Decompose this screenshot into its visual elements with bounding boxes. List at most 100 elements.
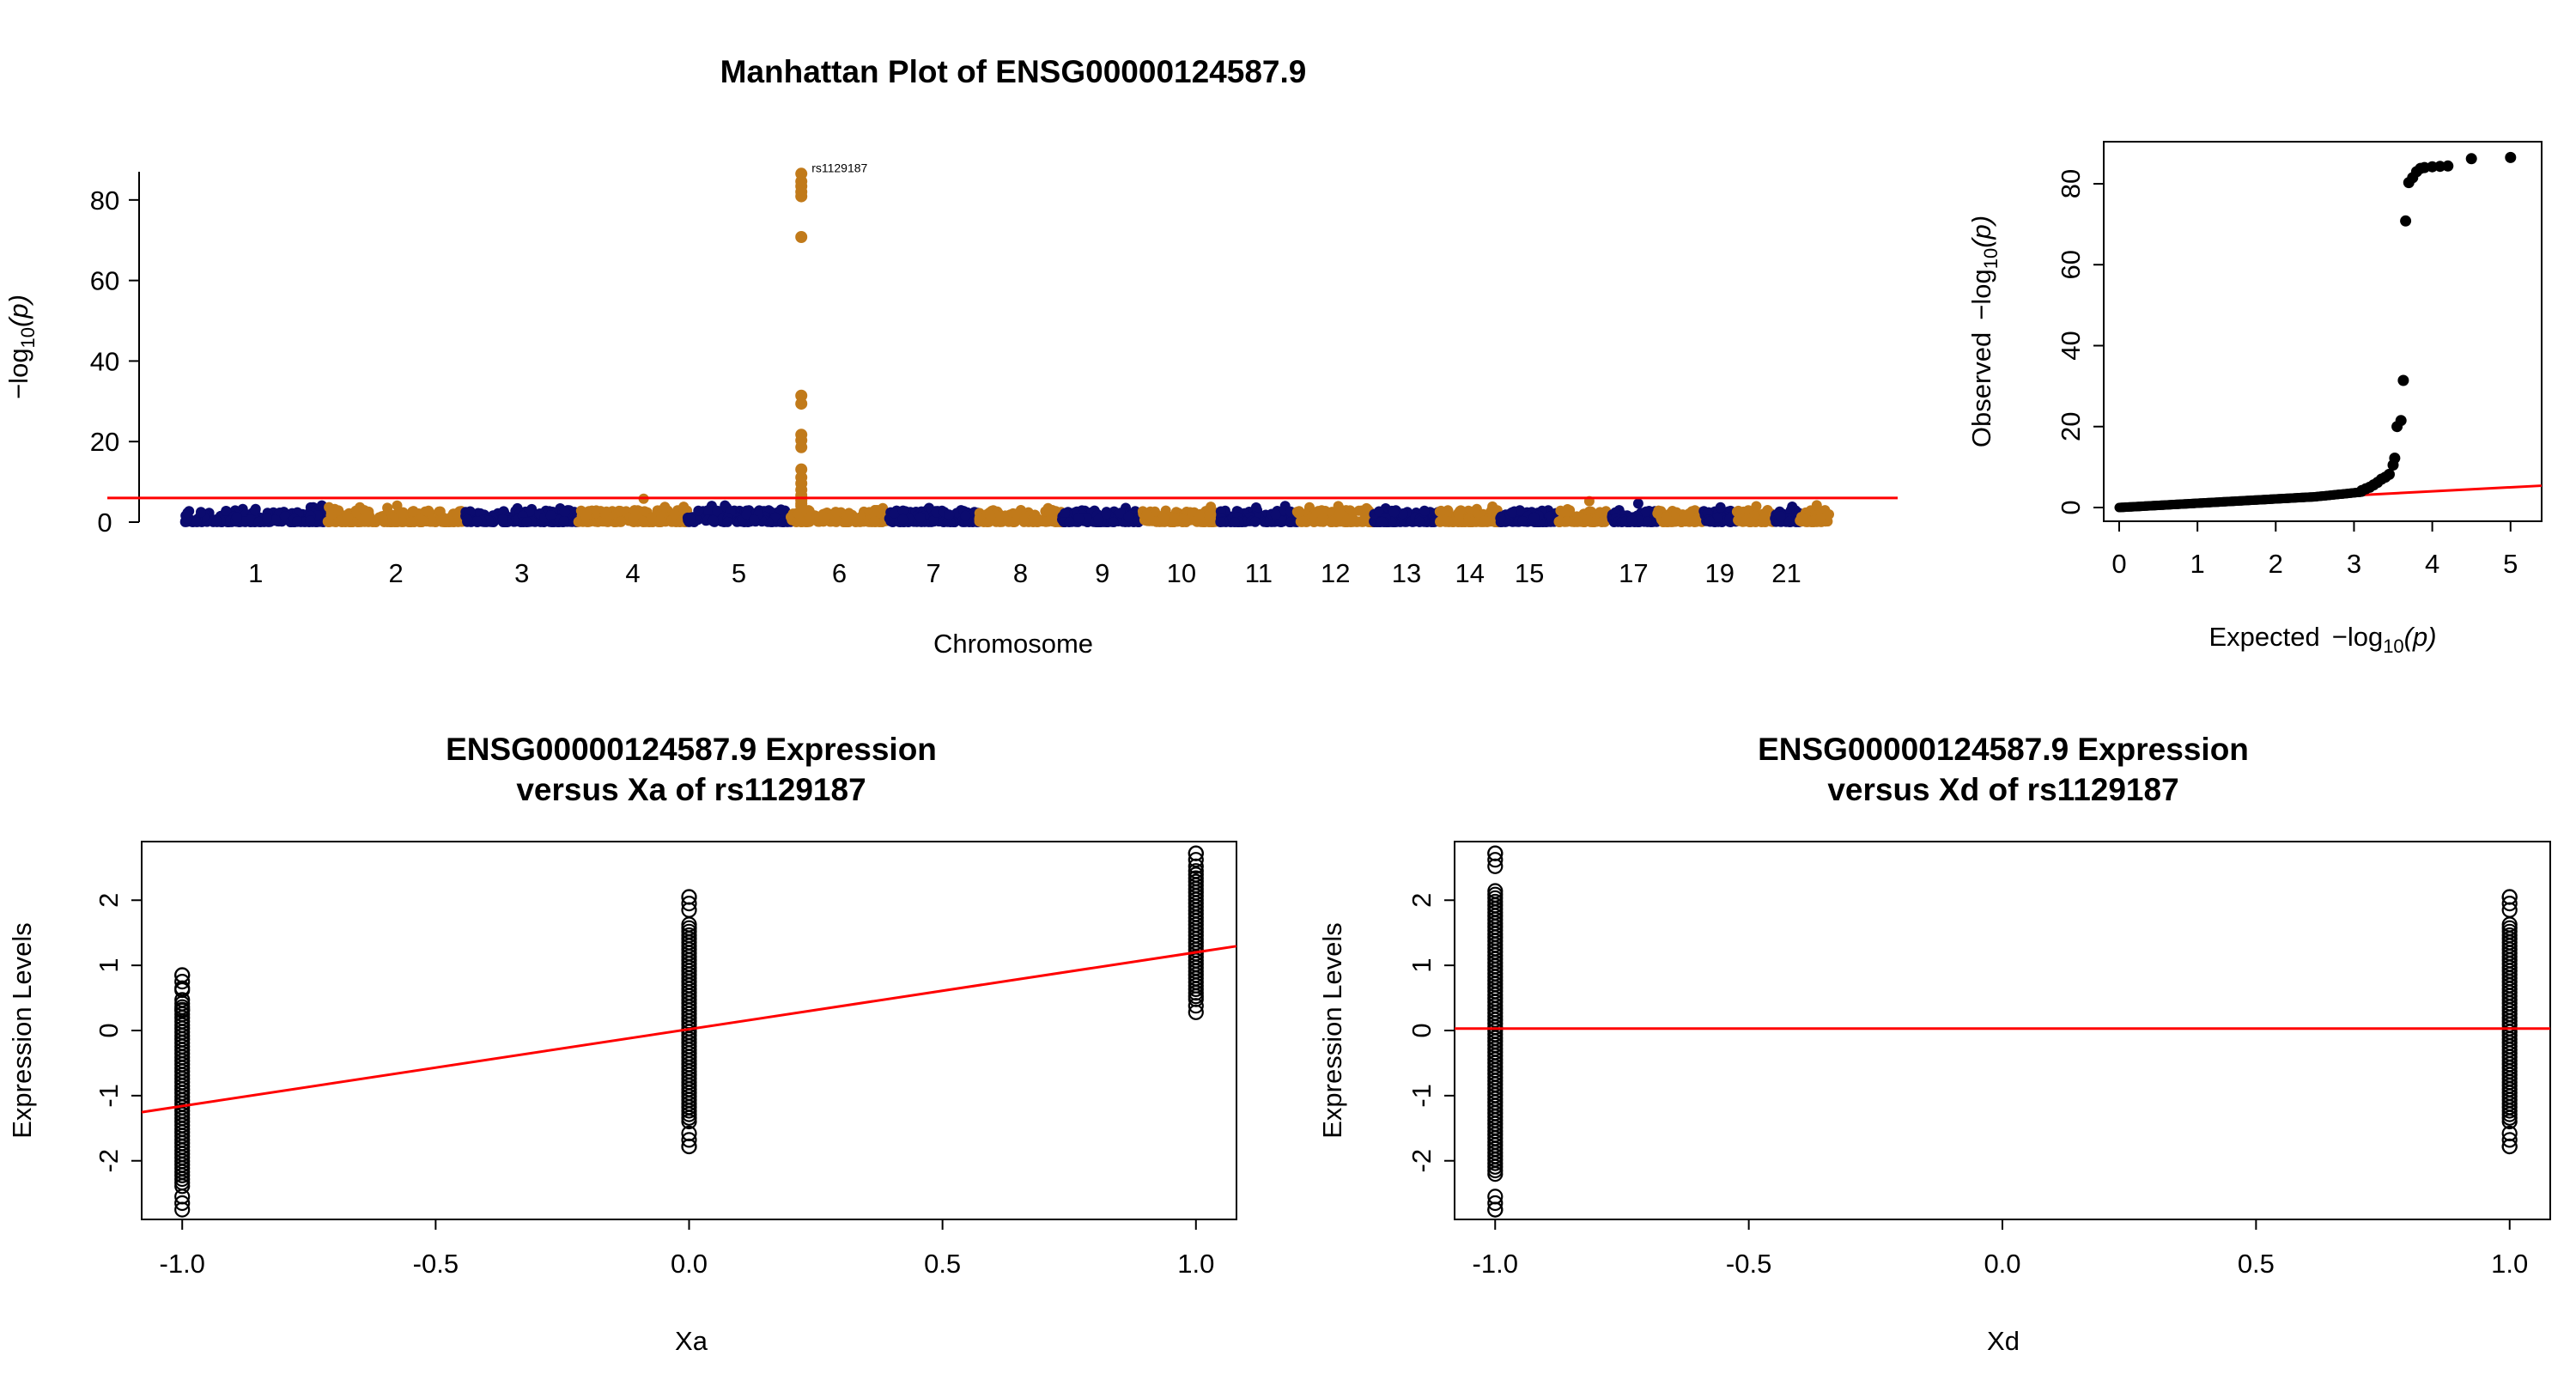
manhattan-point bbox=[1285, 517, 1297, 527]
manhattan-point bbox=[1689, 515, 1700, 526]
manhattan-point bbox=[1506, 507, 1517, 518]
xa-x-tick-label: -0.5 bbox=[413, 1249, 459, 1279]
manhattan-point bbox=[1684, 508, 1695, 519]
manhattan-point bbox=[1181, 517, 1192, 527]
manhattan-point bbox=[408, 506, 419, 517]
manhattan-point bbox=[1060, 508, 1071, 519]
manhattan-point bbox=[253, 516, 264, 527]
manhattan-point bbox=[231, 512, 242, 523]
manhattan-point bbox=[1815, 513, 1826, 524]
xa-x-label: Xa bbox=[675, 1326, 708, 1356]
manhattan-point bbox=[1746, 517, 1756, 527]
manhattan-point bbox=[1463, 505, 1474, 516]
manhattan-point bbox=[1168, 516, 1179, 527]
xd-point bbox=[1487, 852, 1504, 868]
qq-x-tick-label: 0 bbox=[2111, 549, 2126, 579]
manhattan-point bbox=[602, 516, 613, 527]
manhattan-point bbox=[397, 507, 408, 518]
manhattan-point bbox=[1081, 513, 1092, 524]
xa-regression-line bbox=[141, 945, 1237, 1114]
manhattan-point bbox=[1293, 508, 1304, 519]
qq-point bbox=[2389, 453, 2401, 464]
qq-x-ticks: 0 1 2 3 4 5 bbox=[2111, 521, 2518, 579]
manhattan-point bbox=[669, 508, 680, 520]
manhattan-point bbox=[250, 505, 261, 516]
xa-x-ticks: -1.0 -0.5 0.0 0.5 1.0 bbox=[160, 1219, 1214, 1279]
manhattan-point bbox=[1064, 517, 1075, 527]
manhattan-point bbox=[1724, 514, 1735, 525]
qq-y-tick-label: 60 bbox=[2056, 250, 2086, 279]
manhattan-point bbox=[434, 506, 446, 517]
manhattan-point bbox=[1414, 516, 1425, 527]
xa-x-tick-label: 0.0 bbox=[671, 1249, 708, 1279]
manhattan-point bbox=[1150, 506, 1160, 517]
manhattan-x-tick-label: 15 bbox=[1515, 558, 1544, 588]
xa-point bbox=[681, 895, 697, 912]
xa-point bbox=[174, 973, 191, 990]
manhattan-point bbox=[1206, 502, 1217, 513]
qq-point bbox=[2442, 160, 2454, 172]
manhattan-point bbox=[1583, 514, 1594, 526]
manhattan-x-tick-labels: 1 2 3 4 5 6 7 8 9 10 11 12 13 14 15 17 19 21 bbox=[248, 558, 1801, 588]
manhattan-point bbox=[221, 506, 232, 516]
manhattan-point bbox=[1652, 508, 1663, 519]
manhattan-point bbox=[960, 510, 971, 521]
manhattan-point bbox=[1515, 505, 1525, 516]
qq-x-tick-label: 3 bbox=[2347, 549, 2361, 579]
xa-y-tick-label: -2 bbox=[94, 1149, 124, 1173]
manhattan-point bbox=[342, 512, 353, 523]
xd-x-tick-label: -0.5 bbox=[1726, 1249, 1771, 1279]
manhattan-x-tick-label: 2 bbox=[389, 558, 404, 588]
manhattan-point bbox=[1115, 508, 1126, 519]
manhattan-point bbox=[1555, 505, 1566, 516]
manhattan-point bbox=[405, 517, 416, 527]
manhattan-point bbox=[914, 512, 926, 523]
manhattan-x-tick-label: 8 bbox=[1013, 558, 1028, 588]
manhattan-point bbox=[451, 508, 462, 520]
manhattan-point bbox=[678, 502, 690, 513]
manhattan-point bbox=[693, 505, 704, 516]
manhattan-point bbox=[869, 516, 880, 527]
manhattan-point bbox=[702, 505, 714, 516]
manhattan-point bbox=[196, 507, 206, 518]
manhattan-point bbox=[351, 507, 362, 518]
manhattan-point bbox=[1751, 501, 1762, 512]
xd-x-label: Xd bbox=[1987, 1326, 2020, 1356]
qq-point bbox=[2400, 215, 2412, 227]
manhattan-point bbox=[830, 507, 841, 518]
manhattan-point bbox=[497, 514, 508, 525]
xa-y-label: Expression Levels bbox=[7, 922, 37, 1139]
manhattan-point bbox=[1561, 516, 1572, 527]
manhattan-point bbox=[417, 515, 428, 526]
manhattan-x-tick-label: 3 bbox=[514, 558, 529, 588]
manhattan-point bbox=[1215, 517, 1226, 527]
manhattan-point bbox=[1784, 516, 1795, 526]
manhattan-point bbox=[1597, 516, 1608, 527]
manhattan-point bbox=[483, 515, 495, 526]
manhattan-y-label: −log10(p) bbox=[3, 295, 39, 399]
xa-point bbox=[1188, 991, 1204, 1007]
manhattan-point bbox=[397, 516, 408, 527]
manhattan-point bbox=[1467, 517, 1478, 527]
manhattan-point bbox=[1715, 502, 1726, 513]
manhattan-point bbox=[262, 513, 272, 524]
xd-point bbox=[1487, 1195, 1504, 1212]
xd-points bbox=[1487, 845, 2518, 1218]
manhattan-x-tick-label: 5 bbox=[732, 558, 746, 588]
xa-point bbox=[174, 982, 191, 999]
manhattan-point bbox=[897, 514, 908, 525]
xa-scatter-plot: ENSG00000124587.9 Expression versus Xa o… bbox=[7, 732, 1237, 1356]
manhattan-point bbox=[841, 517, 851, 527]
qq-x-tick-label: 1 bbox=[2190, 549, 2205, 579]
manhattan-point bbox=[722, 516, 733, 527]
manhattan-point bbox=[591, 505, 602, 516]
manhattan-point bbox=[1047, 505, 1058, 515]
manhattan-point bbox=[1704, 516, 1715, 527]
manhattan-y-tick-label: 80 bbox=[90, 185, 119, 216]
manhattan-x-tick-label: 7 bbox=[926, 558, 940, 588]
manhattan-point bbox=[462, 514, 473, 525]
manhattan-point bbox=[654, 515, 665, 526]
manhattan-point bbox=[465, 506, 476, 517]
xa-point bbox=[174, 1001, 191, 1018]
